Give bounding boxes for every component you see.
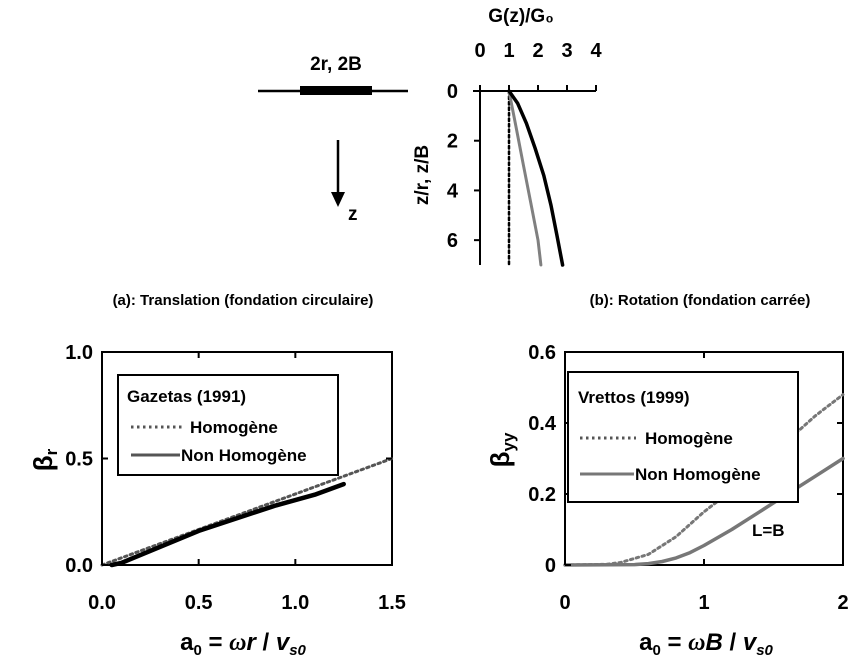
b-x-tick-label: 1 (698, 592, 709, 614)
profile-lines (507, 89, 565, 267)
profile-y-axis-title: z/r, z/B (412, 145, 433, 205)
profile-x-tick-label: 3 (561, 40, 572, 62)
profile-y-tick-label: 6 (447, 230, 458, 252)
a-y-tick-label: 0.5 (65, 449, 93, 471)
panel-b-x-axis-title: a0 = ωB / vs0 (639, 629, 773, 659)
panel-b-annotation: L=B (752, 521, 785, 540)
b-y-tick-label: 0.6 (528, 342, 556, 364)
a-x-tick-label: 1.5 (378, 592, 406, 614)
profile-x-tick-label: 4 (590, 40, 602, 62)
panel-a-chart: (a): Translation (fondation circulaire) … (28, 292, 406, 659)
a-x-tick-label: 0.0 (88, 592, 116, 614)
panel-b-title: (b): Rotation (fondation carrée) (590, 292, 811, 309)
profile-series-solid-gray (507, 89, 543, 267)
b-y-tick-label: 0.2 (528, 484, 556, 506)
b-y-tick-label: 0 (545, 555, 556, 577)
footing-schematic: 2r, 2B z (258, 54, 408, 225)
depth-arrow-head (331, 192, 345, 207)
footing-label: 2r, 2B (310, 54, 362, 75)
b-x-tick-label: 0 (559, 592, 570, 614)
profile-x-axis-title: G(z)/G₀ (488, 6, 554, 27)
a-y-tick-label: 0.0 (65, 555, 93, 577)
depth-label: z (348, 204, 358, 225)
panel-a-legend-non-homogene: Non Homogène (181, 446, 307, 465)
panel-b-chart: (b): Rotation (fondation carrée) 0 1 2 0 0.… (485, 292, 849, 659)
panel-a-lines (100, 457, 394, 568)
footing-block (300, 86, 372, 95)
profile-y-ticks: 0 2 4 6 (447, 81, 480, 252)
panel-b-y-axis-title: βyy (485, 432, 518, 467)
a-series-homogene-line (100, 457, 394, 567)
panel-a-title: (a): Translation (fondation circulaire) (113, 292, 374, 309)
panel-b-legend-homogene: Homogène (645, 429, 733, 448)
profile-x-tick-label: 0 (474, 40, 485, 62)
a-series-non-homogene-line (109, 481, 346, 568)
b-x-tick-label: 2 (837, 592, 848, 614)
profile-series-solid-black (507, 89, 565, 267)
a-x-tick-label: 1.0 (281, 592, 309, 614)
panel-a-y-ticks: 0.0 0.5 1.0 (65, 342, 392, 577)
panel-a-y-axis-title: βr (28, 448, 61, 471)
b-y-tick-label: 0.4 (528, 413, 557, 435)
panel-a-legend-homogene: Homogène (190, 418, 278, 437)
panel-b-legend: Vrettos (1999) Homogène Non Homogène (567, 371, 799, 503)
panel-b-y-ticks: 0 0.2 0.4 0.6 (528, 342, 843, 577)
panel-a-x-axis-title: a0 = ωr / vs0 (180, 629, 306, 659)
profile-y-tick-label: 0 (447, 81, 458, 103)
profile-y-tick-label: 4 (447, 180, 459, 202)
panel-a-legend: Gazetas (1991) Homogène Non Homogène (117, 374, 339, 476)
panel-a-legend-box (117, 374, 339, 476)
panel-a-x-ticks: 0.0 0.5 1.0 1.5 (88, 352, 406, 614)
profile-y-tick-label: 2 (447, 131, 458, 153)
a-y-tick-label: 1.0 (65, 342, 93, 364)
a-x-tick-label: 0.5 (185, 592, 213, 614)
panel-a-legend-title: Gazetas (1991) (127, 387, 246, 406)
panel-b-legend-non-homogene: Non Homogène (635, 465, 761, 484)
profile-x-tick-label: 2 (532, 40, 543, 62)
profile-x-tick-label: 1 (503, 40, 514, 62)
panel-b-legend-title: Vrettos (1999) (578, 388, 690, 407)
